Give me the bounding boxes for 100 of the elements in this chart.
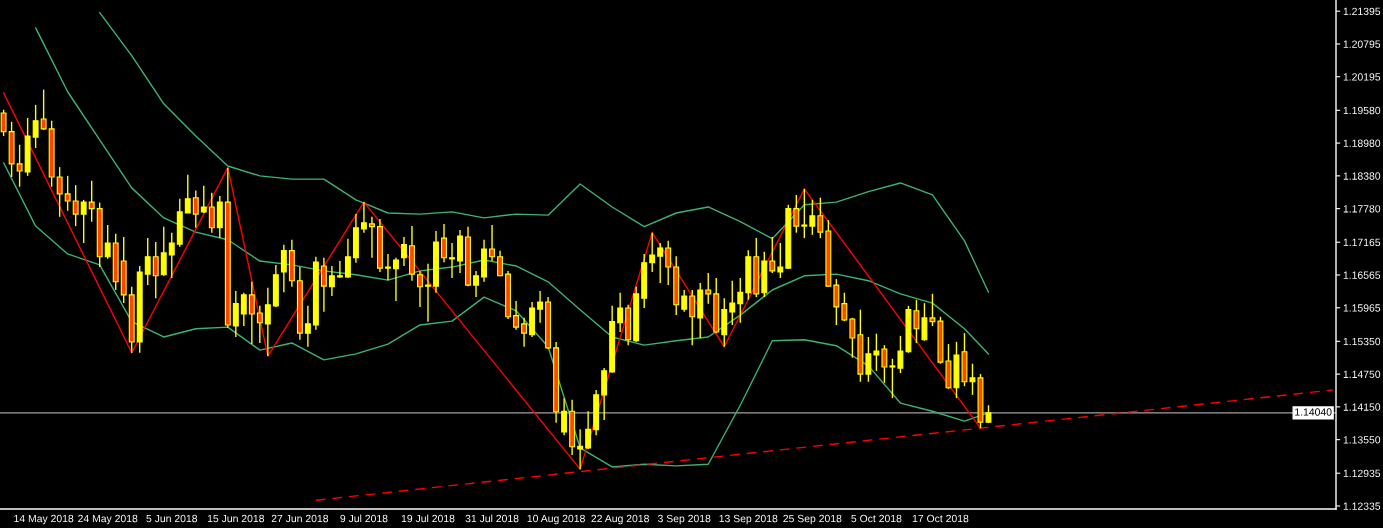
y-tick-label: 1.13550 [1343,436,1381,444]
x-tick-label: 31 Jul 2018 [465,514,519,523]
candlestick [577,428,584,470]
candlestick [160,225,167,277]
candlestick [264,287,271,357]
candlestick [561,397,568,436]
y-tick-label: 1.20795 [1343,40,1381,48]
candlestick [873,332,880,372]
y-tick-label: 1.19580 [1343,106,1381,115]
candlestick [144,237,151,286]
candlestick [809,199,816,236]
candlestick [617,292,624,333]
candlestick [929,293,936,327]
candlestick [240,292,247,327]
candlestick [737,277,744,324]
candlestick [152,241,159,299]
candlestick [489,224,495,262]
x-tick-label: 24 May 2018 [78,514,138,525]
x-tick-label: 10 Aug 2018 [527,514,585,525]
y-tick-label: 1.14750 [1343,370,1381,378]
candlestick [168,231,175,279]
candlestick [425,263,431,323]
candlestick [833,278,840,326]
y-tick-label: 1.17165 [1343,238,1381,247]
x-tick-label: 22 Aug 2018 [591,514,649,525]
candlestick [881,344,888,384]
candlestick [657,242,664,284]
candlestick [280,243,287,293]
x-tick-label: 14 May 2018 [14,514,74,525]
candlestick [304,305,311,348]
candlestick [865,336,872,383]
candlestick [200,184,207,214]
candlestick [729,280,736,326]
candlestick [320,257,327,313]
x-tick-label: 19 Jul 2018 [401,514,455,523]
candlestick [585,410,592,450]
candlestick [689,289,696,346]
line-series [34,27,990,355]
candlestick [392,257,399,302]
candlestick [841,292,848,322]
candlestick [417,270,423,308]
candlestick [256,305,263,344]
x-tick-label: 13 Sep 2018 [719,514,778,525]
candlestick [88,180,95,223]
candlestick [537,290,544,324]
candlestick [521,317,528,348]
y-tick-label: 1.15965 [1343,304,1381,312]
candlestick [40,88,47,131]
candlestick [248,281,255,345]
candlestick [913,299,920,344]
candlestick [232,290,239,338]
candlestick [449,242,455,279]
y-tick-label: 1.17780 [1343,205,1381,213]
line-series [98,11,990,293]
candlestick [56,166,63,218]
candlestick [769,236,776,274]
y-tick-label: 1.14150 [1343,403,1381,411]
candlestick [801,188,808,239]
candlestick [72,184,79,227]
x-tick-label: 9 Jul 2018 [340,514,388,523]
y-tick-label: 1.12935 [1343,469,1381,478]
candlestick [441,223,447,263]
y-tick-label: 1.15350 [1343,337,1381,346]
candlestick [777,242,784,279]
x-tick-label: 5 Oct 2018 [851,514,902,523]
candlestick [64,175,71,212]
candlestick [192,189,199,229]
y-tick-label: 1.12335 [1343,502,1381,510]
y-tick-label: 1.21395 [1343,7,1381,16]
candlestick [401,236,407,267]
candlestick [681,289,688,313]
x-tick-label: 5 Jun 2018 [146,514,198,523]
candlestick [336,260,343,279]
candlestick [184,174,191,214]
x-tick-label: 17 Oct 2018 [912,514,969,523]
candlestick [344,237,351,279]
candlestick [473,270,479,298]
candlestick [889,358,896,399]
x-tick-label: 25 Sep 2018 [783,514,842,525]
y-tick-label: 1.16565 [1343,271,1381,279]
candlestick [208,192,215,234]
ref-line-label: 1.14040 [1295,408,1332,416]
candlestick [513,300,520,331]
candlestick [665,240,672,286]
x-tick-label: 3 Sep 2018 [657,514,711,525]
candlestick [793,194,800,234]
candlestick [104,224,111,260]
candlestick [368,216,375,259]
candlestick [328,265,335,297]
candlestick [384,253,391,281]
candlestick [32,104,39,149]
candlestick [497,249,504,278]
candlestick [80,199,87,244]
candlestick [16,144,23,188]
candlestick [0,109,7,137]
candlestick [897,335,904,374]
candlestick [921,302,928,342]
x-tick-label: 15 Jun 2018 [207,514,265,523]
candlestick [649,231,656,273]
candlestick [817,197,824,239]
